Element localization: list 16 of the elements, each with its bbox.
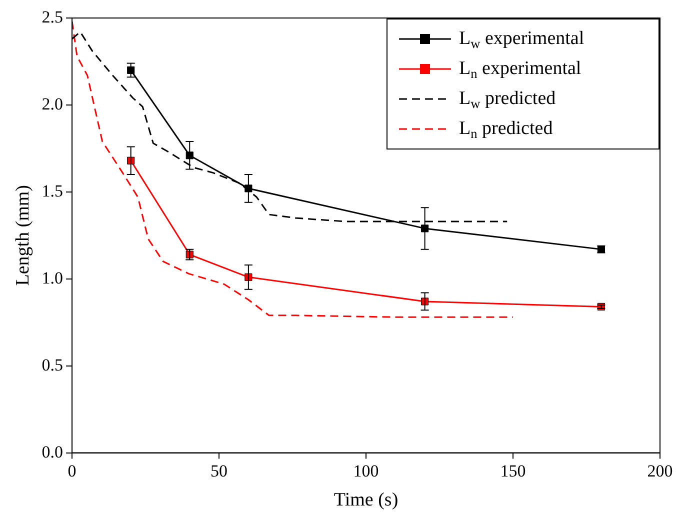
- point: [186, 152, 194, 160]
- x-tick-label: 0: [68, 461, 76, 480]
- y-tick-label: 1.0: [42, 268, 64, 288]
- x-tick-label: 150: [500, 461, 526, 480]
- point: [244, 184, 252, 192]
- y-axis-title: Length (mm): [12, 185, 34, 286]
- y-tick-label: 2.5: [42, 7, 64, 26]
- x-tick-label: 100: [353, 461, 379, 480]
- x-tick-label: 50: [210, 461, 228, 480]
- y-tick-label: 0.5: [42, 355, 64, 374]
- y-tick-label: 1.5: [42, 181, 64, 200]
- y-tick-label: 0.0: [42, 442, 64, 462]
- point: [421, 224, 429, 232]
- x-tick-label: 200: [647, 461, 673, 480]
- y-tick-label: 2.0: [42, 94, 64, 114]
- x-axis-title: Time (s): [334, 490, 398, 511]
